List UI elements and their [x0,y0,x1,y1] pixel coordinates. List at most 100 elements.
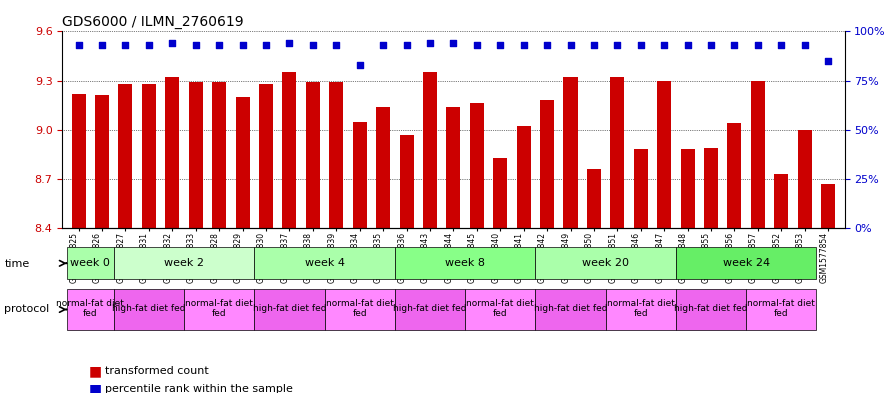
Bar [165,77,180,228]
Bar [774,174,789,228]
Text: week 20: week 20 [582,257,629,268]
Point [751,42,765,48]
Point [423,40,437,46]
Text: ■: ■ [89,364,102,378]
FancyBboxPatch shape [676,248,816,279]
Point [634,42,648,48]
Point [118,42,132,48]
FancyBboxPatch shape [746,289,816,330]
Text: transformed count: transformed count [105,366,209,376]
Text: week 4: week 4 [305,257,345,268]
Point [680,42,694,48]
Bar [259,84,273,228]
Point [469,42,484,48]
Point [236,42,250,48]
Point [446,40,461,46]
Bar [283,72,296,228]
Text: normal-fat diet
fed: normal-fat diet fed [56,299,124,318]
Bar [446,107,461,228]
Bar [634,149,648,228]
Text: high-fat diet fed: high-fat diet fed [393,304,467,313]
Bar [212,82,226,228]
Bar [423,72,437,228]
FancyBboxPatch shape [676,289,746,330]
Bar [657,81,671,228]
Bar [95,95,109,228]
Text: normal-fat diet
fed: normal-fat diet fed [325,299,394,318]
Point [821,58,836,64]
Text: week 2: week 2 [164,257,204,268]
FancyBboxPatch shape [67,248,114,279]
Point [399,42,413,48]
FancyBboxPatch shape [395,248,535,279]
Bar [681,149,694,228]
Bar [564,77,578,228]
Text: high-fat diet fed: high-fat diet fed [252,304,326,313]
Point [376,42,390,48]
Bar [353,121,367,228]
FancyBboxPatch shape [184,289,254,330]
Point [493,42,508,48]
Bar [329,82,343,228]
Point [540,42,554,48]
FancyBboxPatch shape [67,289,114,330]
Point [95,42,109,48]
Bar [517,127,531,228]
Text: week 8: week 8 [445,257,485,268]
Bar [188,82,203,228]
Text: high-fat diet fed: high-fat diet fed [112,304,186,313]
FancyBboxPatch shape [114,289,184,330]
FancyBboxPatch shape [535,248,676,279]
Bar [821,184,835,228]
Text: normal-fat diet
fed: normal-fat diet fed [748,299,815,318]
Text: protocol: protocol [4,303,50,314]
Point [657,42,671,48]
Bar [540,100,554,228]
Bar [142,84,156,228]
Text: percentile rank within the sample: percentile rank within the sample [105,384,292,393]
Bar [704,148,718,228]
FancyBboxPatch shape [114,248,254,279]
FancyBboxPatch shape [324,289,395,330]
Point [774,42,789,48]
FancyBboxPatch shape [254,248,395,279]
Point [797,42,812,48]
Text: normal-fat diet
fed: normal-fat diet fed [467,299,534,318]
Bar [797,130,812,228]
Text: time: time [4,259,29,269]
Point [564,42,578,48]
Point [71,42,85,48]
Text: week 0: week 0 [70,257,110,268]
Bar [236,97,250,228]
Point [283,40,297,46]
Bar [611,77,624,228]
Text: normal-fat diet
fed: normal-fat diet fed [185,299,253,318]
Bar [751,81,765,228]
Point [727,42,741,48]
Bar [376,107,390,228]
Bar [727,123,741,228]
Point [259,42,273,48]
Text: GDS6000 / ILMN_2760619: GDS6000 / ILMN_2760619 [62,15,244,29]
Point [587,42,601,48]
Bar [587,169,601,228]
FancyBboxPatch shape [254,289,324,330]
Point [212,42,227,48]
FancyBboxPatch shape [395,289,465,330]
Bar [469,103,484,228]
Point [165,40,180,46]
Point [329,42,343,48]
Text: high-fat diet fed: high-fat diet fed [674,304,748,313]
FancyBboxPatch shape [605,289,676,330]
Bar [118,84,132,228]
Point [704,42,718,48]
FancyBboxPatch shape [465,289,535,330]
Point [517,42,531,48]
Point [610,42,624,48]
Point [141,42,156,48]
Point [353,62,367,68]
Point [188,42,203,48]
Bar [493,158,508,228]
Bar [72,94,85,228]
Text: normal-fat diet
fed: normal-fat diet fed [607,299,675,318]
